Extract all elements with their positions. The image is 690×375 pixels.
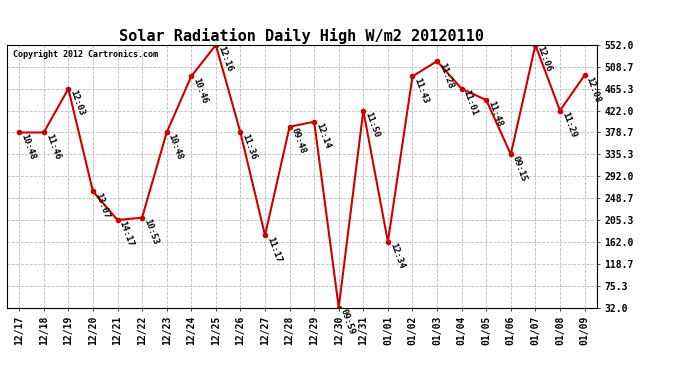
Text: 09:48: 09:48 — [290, 127, 307, 155]
Text: 10:48: 10:48 — [167, 132, 184, 161]
Text: 11:29: 11:29 — [560, 111, 578, 139]
Text: 11:50: 11:50 — [364, 111, 381, 139]
Text: 09:59: 09:59 — [339, 308, 357, 336]
Text: 12:06: 12:06 — [535, 45, 553, 74]
Text: 11:46: 11:46 — [43, 132, 61, 161]
Title: Solar Radiation Daily High W/m2 20120110: Solar Radiation Daily High W/m2 20120110 — [119, 28, 484, 44]
Text: 10:53: 10:53 — [142, 217, 160, 246]
Text: 12:34: 12:34 — [388, 242, 406, 270]
Text: 11:17: 11:17 — [265, 236, 283, 264]
Text: 11:48: 11:48 — [486, 100, 504, 128]
Text: 14:17: 14:17 — [117, 220, 135, 248]
Text: 11:01: 11:01 — [462, 89, 480, 117]
Text: Copyright 2012 Cartronics.com: Copyright 2012 Cartronics.com — [13, 50, 158, 59]
Text: 11:28: 11:28 — [437, 61, 455, 90]
Text: 10:48: 10:48 — [19, 132, 37, 161]
Text: 12:08: 12:08 — [584, 75, 602, 104]
Text: 13:07: 13:07 — [93, 191, 110, 220]
Text: 11:36: 11:36 — [240, 132, 258, 161]
Text: 10:46: 10:46 — [191, 76, 209, 105]
Text: 11:43: 11:43 — [413, 76, 430, 105]
Text: 12:03: 12:03 — [68, 89, 86, 117]
Text: 09:15: 09:15 — [511, 154, 529, 183]
Text: 12:14: 12:14 — [314, 122, 332, 150]
Text: 12:16: 12:16 — [216, 45, 233, 74]
